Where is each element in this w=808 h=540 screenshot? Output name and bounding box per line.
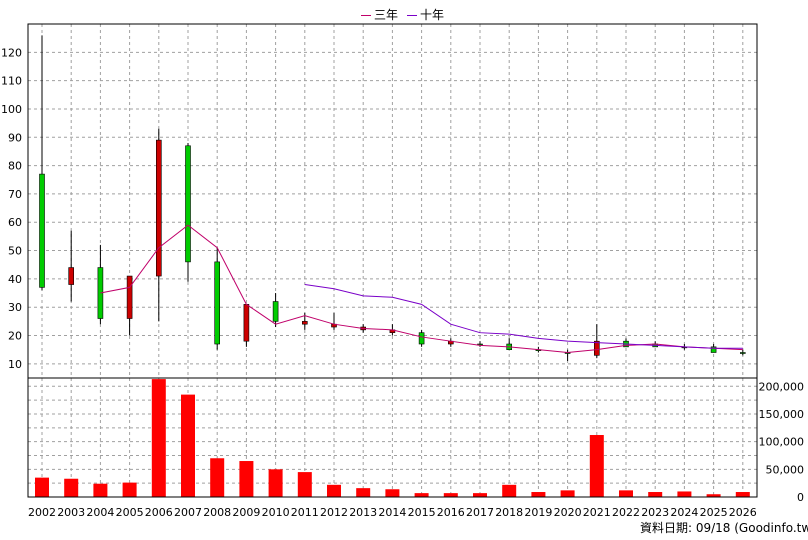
volume-tick-label: 50,000 [766, 463, 805, 476]
volume-bar [473, 493, 487, 497]
year-tick-label: 2025 [700, 506, 728, 519]
candle-body [272, 301, 279, 322]
volume-bar [93, 483, 108, 497]
moving-average-lines [100, 224, 743, 354]
year-tick-label: 2017 [466, 506, 494, 519]
volume-bar [35, 477, 49, 497]
volume-tick-label: 200,000 [759, 380, 805, 393]
year-tick-label: 2006 [145, 506, 173, 519]
candle-body [185, 145, 191, 263]
price-tick-label: 40 [8, 273, 22, 286]
plot-border [27, 23, 758, 498]
candle-body [156, 139, 162, 277]
volume-bar [210, 458, 225, 497]
volume-bar [151, 379, 166, 497]
series-line-ten-year [304, 284, 743, 349]
year-tick-label: 2010 [262, 506, 290, 519]
year-tick-label: 2023 [641, 506, 669, 519]
grid [28, 24, 757, 497]
legend: 三年 十年 [0, 6, 808, 24]
year-tick-label: 2004 [86, 506, 114, 519]
year-tick-label: 2014 [378, 506, 406, 519]
price-tick-label: 90 [8, 131, 22, 144]
year-tick-label: 2009 [232, 506, 260, 519]
volume-bars [35, 379, 750, 497]
candle-body [39, 173, 45, 288]
price-tick-label: 60 [8, 216, 22, 229]
legend-line-icon [407, 15, 417, 16]
year-tick-label: 2022 [612, 506, 640, 519]
volume-bar [589, 435, 604, 497]
year-tick-label: 2013 [349, 506, 377, 519]
year-tick-label: 2019 [524, 506, 552, 519]
volume-bar [619, 490, 633, 497]
candle-body [214, 261, 220, 345]
source-note: 資料日期: 09/18 (Goodinfo.tw) [640, 521, 808, 535]
plot-frame [27, 23, 758, 498]
volume-bar [706, 494, 721, 497]
year-tick-label: 2003 [57, 506, 85, 519]
volume-bar [735, 492, 750, 497]
volume-bar [181, 394, 195, 497]
year-tick-label: 2026 [729, 506, 757, 519]
volume-bar [327, 484, 341, 497]
year-tick-label: 2011 [291, 506, 319, 519]
price-tick-label: 120 [1, 46, 22, 59]
candle-body [68, 267, 74, 285]
legend-item-three-year[interactable]: 三年 [361, 6, 398, 23]
price-tick-label: 100 [1, 103, 22, 116]
year-tick-label: 2021 [583, 506, 611, 519]
year-tick-label: 2020 [554, 506, 582, 519]
year-tick-label: 2018 [495, 506, 523, 519]
legend-label: 十年 [420, 8, 445, 22]
volume-bar [414, 493, 429, 497]
legend-label: 三年 [374, 8, 399, 22]
volume-bar [268, 469, 283, 497]
volume-bar [443, 493, 458, 497]
price-tick-label: 70 [8, 188, 22, 201]
price-tick-label: 50 [8, 245, 22, 258]
year-tick-label: 2005 [116, 506, 144, 519]
legend-line-icon [361, 15, 371, 16]
volume-bar [560, 490, 575, 497]
year-tick-label: 2015 [408, 506, 436, 519]
volume-bar [122, 482, 137, 497]
year-tick-label: 2007 [174, 506, 202, 519]
volume-bar [385, 489, 400, 497]
volume-tick-label: 100,000 [759, 436, 805, 449]
candle-body [301, 321, 308, 325]
volume-bar [502, 484, 517, 497]
year-tick-label: 2016 [437, 506, 465, 519]
candle-body [593, 340, 600, 356]
candle-body [739, 352, 746, 354]
volume-bar [356, 488, 371, 497]
volume-bar [677, 491, 692, 497]
price-tick-label: 110 [1, 75, 22, 88]
volume-bar [648, 492, 663, 497]
year-tick-label: 2012 [320, 506, 348, 519]
price-tick-label: 20 [8, 330, 22, 343]
axis-labels: 10 20 30 40 50 60 70 80 90 100 110 120 0 50,000 100,00… [1, 46, 804, 519]
volume-tick-label: 150,000 [759, 408, 805, 421]
volume-bar [239, 461, 254, 497]
year-tick-label: 2002 [28, 506, 56, 519]
candle-body [243, 304, 250, 342]
volume-bar [64, 478, 79, 497]
volume-bar [297, 472, 312, 497]
price-tick-label: 30 [8, 301, 22, 314]
price-tick-label: 80 [8, 160, 22, 173]
price-tick-label: 10 [8, 358, 22, 371]
year-tick-label: 2008 [203, 506, 231, 519]
candle-body [418, 332, 425, 345]
candle-body [710, 346, 717, 353]
legend-item-ten-year[interactable]: 十年 [407, 6, 444, 23]
volume-bar [531, 492, 546, 497]
volume-tick-label: 0 [797, 491, 804, 504]
year-tick-label: 2024 [670, 506, 698, 519]
candle-body [126, 275, 133, 319]
